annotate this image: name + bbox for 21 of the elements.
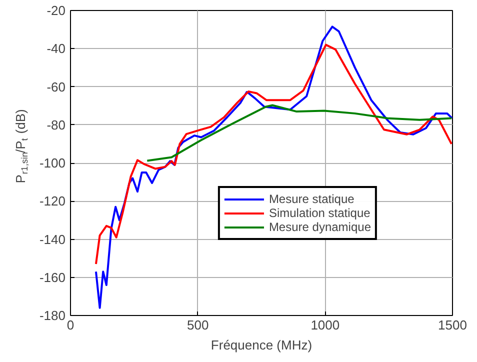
y-tick-label: -80 [46,117,66,132]
y-tick-label: -60 [46,79,66,94]
y-tick-label: -100 [39,156,66,170]
legend-label: Simulation statique [268,206,370,220]
line-series [146,104,452,162]
x-tick-label: 1500 [438,318,467,332]
legend-label: Mesure dynamique [268,220,371,234]
y-axis-title: Pr1,sin/Pt (dB) [13,109,30,184]
y-tick-label: -20 [46,3,66,18]
y-tick-label: -140 [39,232,66,247]
line-series [94,44,452,266]
x-tick-label: 500 [186,318,209,332]
legend-label: Mesure statique [268,192,354,206]
y-tick-label: -120 [39,194,66,209]
x-tick-label: 0 [66,318,74,332]
x-tick-label: 1000 [310,318,340,332]
y-tick-label: -180 [39,308,66,323]
line-series [94,26,452,309]
y-tick-label: -40 [46,41,66,56]
x-axis-title: Fréquence (MHz) [210,338,312,352]
y-tick-label: -160 [39,270,66,285]
